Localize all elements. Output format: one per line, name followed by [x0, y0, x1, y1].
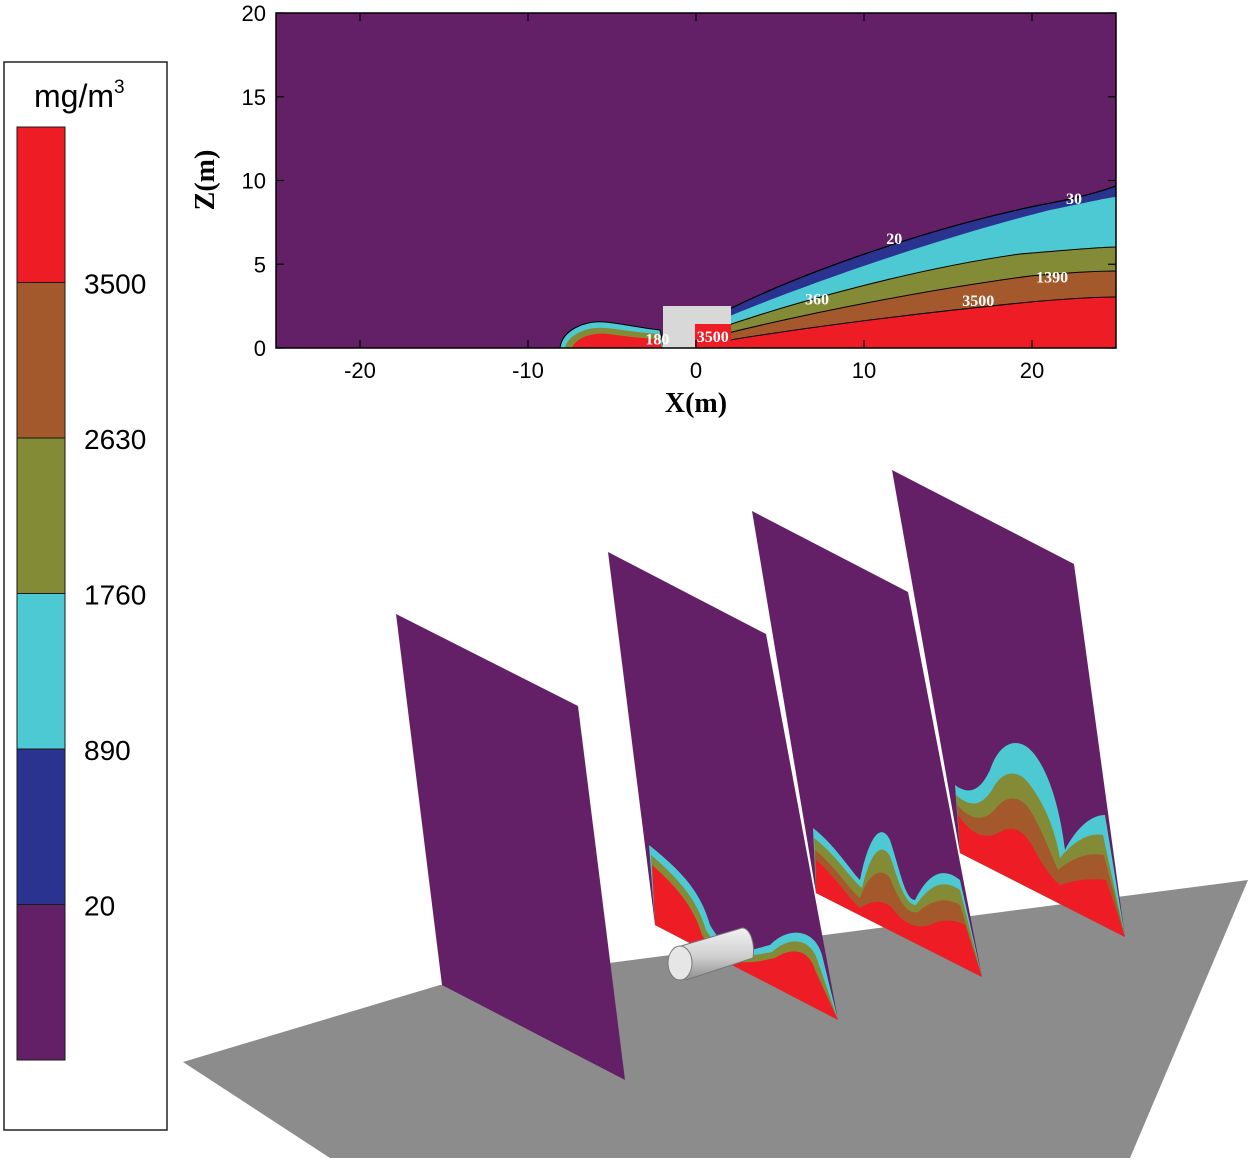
- y-tick-label: 15: [242, 85, 266, 110]
- slice-3-panel: [752, 511, 982, 977]
- y-axis-title: Z(m): [190, 150, 221, 211]
- legend-tick-labels: 3500 2630 1760 890 20: [84, 269, 146, 922]
- contour-label: 3500: [962, 293, 994, 310]
- contour-line-1390: [719, 270, 1116, 336]
- legend-tick-label: 890: [84, 735, 131, 766]
- y-tick-label: 0: [254, 336, 266, 361]
- legend-band-890-1760: [16, 593, 66, 750]
- cylinder-body: [673, 927, 755, 981]
- scene-3d: [183, 470, 1248, 1158]
- legend-band-1760-2630: [16, 437, 66, 594]
- slice-1: [396, 614, 625, 1080]
- contour-label: 1390: [1036, 270, 1068, 287]
- slice-2-plume-3500: [652, 865, 838, 1020]
- legend-tick-label: 2630: [84, 424, 146, 455]
- contour-label: 3500: [697, 329, 729, 346]
- slice-4-plume-3500: [958, 815, 1125, 937]
- y-tick-label: 20: [242, 1, 266, 26]
- contour-label: 30: [1066, 191, 1082, 208]
- y-tick-label: 5: [254, 252, 266, 277]
- cylinder-source: [667, 927, 755, 981]
- legend-tick-label: 20: [84, 891, 115, 922]
- source-region: [695, 324, 731, 348]
- legend: mg/m3 3500 2630 1760 890 20: [3, 61, 168, 1131]
- x-axis: -20 -10 0 10 20: [344, 13, 1044, 383]
- x-axis-title: X(m): [665, 388, 727, 419]
- slice-4: [892, 470, 1125, 937]
- y-axis: 0 5 10 15 20: [242, 1, 1116, 361]
- x-tick-label: 0: [690, 358, 702, 383]
- legend-band-above-3500: [16, 126, 66, 283]
- contour-plot: 30 20 1390 360 3500 3500 180 -20 -10 0 10 20 0 5 10 1…: [190, 1, 1117, 419]
- y-tick-label: 10: [242, 169, 266, 194]
- slice-3-plume-3500: [816, 860, 982, 977]
- slice-2: [608, 552, 838, 1020]
- x-tick-label: -20: [344, 358, 376, 383]
- legend-band-20-890: [16, 748, 66, 905]
- legend-band-below-20: [16, 904, 66, 1061]
- legend-unit: mg/m3: [34, 77, 125, 114]
- contour-label: 360: [805, 291, 829, 308]
- x-tick-label: 20: [1020, 358, 1044, 383]
- contour-line-30: [704, 185, 1116, 323]
- x-tick-label: 10: [852, 358, 876, 383]
- ground-plane: [183, 880, 1248, 1158]
- contour-label: 20: [886, 231, 902, 248]
- cylinder-cap: [667, 945, 693, 981]
- contour-line-1760: [713, 246, 1116, 331]
- legend-tick-label: 1760: [84, 580, 146, 611]
- slice-3: [752, 511, 982, 977]
- legend-band-2630-3500: [16, 282, 66, 439]
- contour-label: 180: [645, 332, 669, 349]
- x-tick-label: -10: [512, 358, 544, 383]
- slice-4-panel: [892, 470, 1125, 937]
- upstream-bubble-inner: [572, 333, 662, 348]
- legend-tick-label: 3500: [84, 269, 146, 300]
- legend-color-bar: [16, 126, 66, 1061]
- contour-labels: 30 20 1390 360 3500 3500 180: [645, 191, 1082, 349]
- contour-band-3500: [725, 297, 1116, 348]
- contour-line-3500: [729, 296, 1116, 341]
